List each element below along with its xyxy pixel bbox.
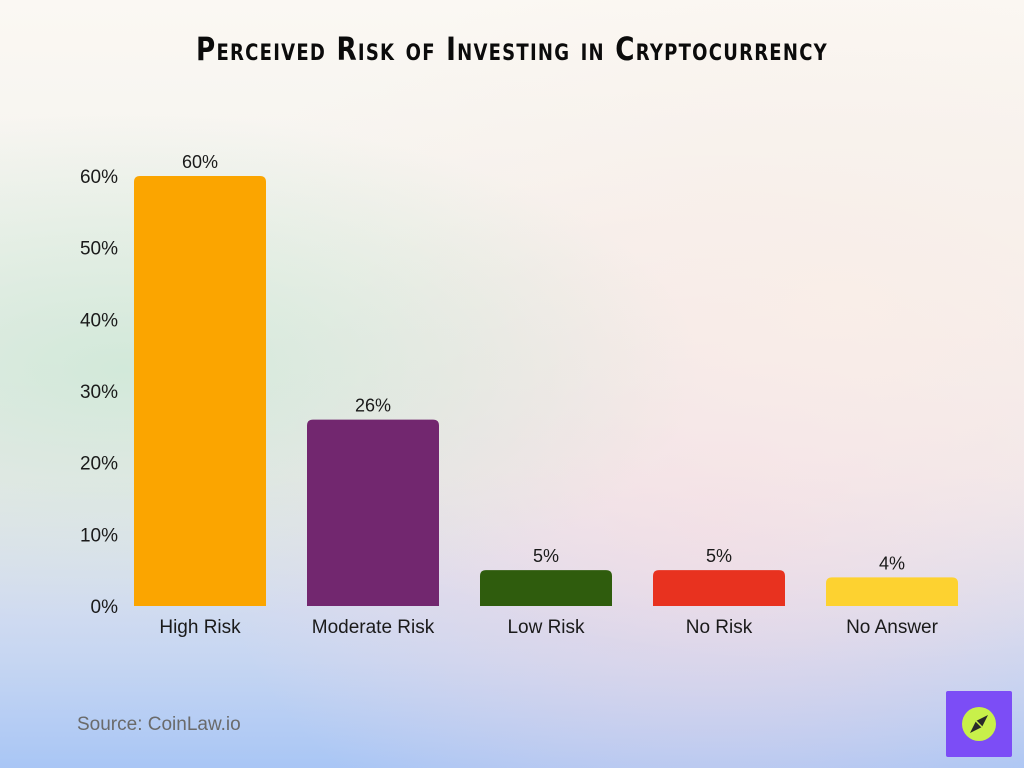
compass-icon [962,707,996,741]
bar-low-risk [480,570,612,606]
coinlaw-logo [946,691,1012,757]
data-labels: 60% 26% 5% 5% 4% [182,152,905,573]
data-label: 5% [533,546,559,566]
bar-high-risk [134,176,266,606]
y-tick-label: 50% [80,239,118,260]
y-tick-label: 10% [80,525,118,546]
data-label: 4% [879,553,905,573]
x-tick-label: No Answer [846,617,939,638]
x-tick-label: Moderate Risk [312,617,435,638]
x-tick-label: No Risk [686,617,753,638]
bar-no-answer [826,577,958,606]
y-tick-label: 30% [80,382,118,403]
data-label: 60% [182,152,218,172]
source-note: Source: CoinLaw.io [77,714,241,735]
y-tick-label: 0% [91,597,119,618]
x-tick-label: Low Risk [507,617,585,638]
x-axis: High Risk Moderate Risk Low Risk No Risk No … [159,617,938,638]
y-tick-label: 60% [80,167,118,188]
bars [134,176,958,606]
y-tick-label: 20% [80,454,118,475]
y-axis: 0% 10% 20% 30% 40% 50% 60% [80,167,118,618]
x-tick-label: High Risk [159,617,241,638]
data-label: 5% [706,546,732,566]
bar-no-risk [653,570,785,606]
bar-moderate-risk [307,419,439,606]
y-tick-label: 40% [80,310,118,331]
chart-title: Perceived Risk of Investing in Cryptocur… [196,30,828,68]
data-label: 26% [355,396,391,416]
